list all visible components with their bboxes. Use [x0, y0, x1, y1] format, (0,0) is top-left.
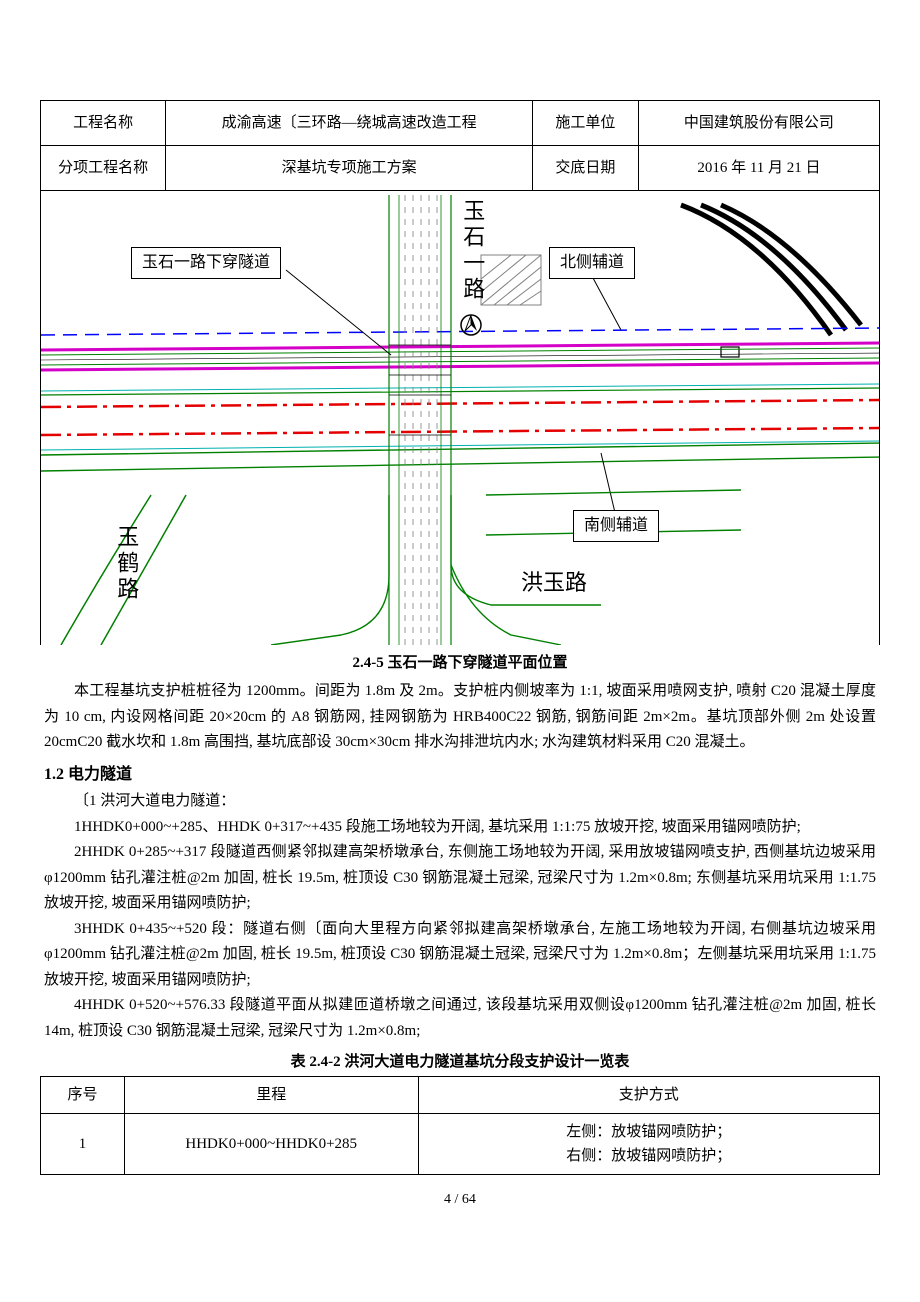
th-mileage: 里程	[124, 1077, 418, 1114]
unit-name: 中国建筑股份有限公司	[638, 101, 879, 146]
project-name-label: 工程名称	[41, 101, 166, 146]
cell-method-right: 右侧：放坡锚网喷防护；	[427, 1144, 871, 1168]
table-caption: 表 2.4-2 洪河大道电力隧道基坑分段支护设计一览表	[40, 1050, 880, 1074]
date-label: 交底日期	[532, 146, 638, 191]
para-1: 本工程基坑支护桩桩径为 1200mm。间距为 1.8m 及 2m。支护桩内侧坡率…	[44, 679, 876, 756]
project-name: 成渝高速〔三环路—绕城高速改造工程	[166, 101, 532, 146]
unit-label: 施工单位	[532, 101, 638, 146]
para-6: 4HHDK 0+520~+576.33 段隧道平面从拟建匝道桥墩之间通过, 该段…	[44, 993, 876, 1044]
yushi-road-text: 玉石一路	[455, 199, 490, 303]
north-aux-label-box: 北侧辅道	[549, 247, 635, 279]
hongyu-road-text: 洪玉路	[521, 565, 587, 600]
diagram-container: 玉石一路下穿隧道 北侧辅道 南侧辅道 玉石一路 玉鹤路 洪玉路	[40, 191, 880, 645]
table-row: 1 HHDK0+000~HHDK0+285 左侧：放坡锚网喷防护； 右侧：放坡锚…	[41, 1114, 880, 1175]
para-2: 〔1 洪河大道电力隧道：	[44, 789, 876, 815]
south-aux-label-box: 南侧辅道	[573, 510, 659, 542]
cell-no: 1	[41, 1114, 125, 1175]
tunnel-label-box: 玉石一路下穿隧道	[131, 247, 281, 279]
cell-mileage: HHDK0+000~HHDK0+285	[124, 1114, 418, 1175]
th-method: 支护方式	[418, 1077, 879, 1114]
yuhe-road-text: 玉鹤路	[109, 525, 144, 603]
diagram-caption: 2.4-5 玉石一路下穿隧道平面位置	[40, 651, 880, 675]
subproject-label: 分项工程名称	[41, 146, 166, 191]
tunnel-plan-diagram: 玉石一路下穿隧道 北侧辅道 南侧辅道 玉石一路 玉鹤路 洪玉路	[41, 195, 879, 645]
date-value: 2016 年 11 月 21 日	[638, 146, 879, 191]
para-3: 1HHDK0+000~+285、HHDK 0+317~+435 段施工场地较为开…	[44, 815, 876, 841]
para-4: 2HHDK 0+285~+317 段隧道西侧紧邻拟建高架桥墩承台, 东侧施工场地…	[44, 840, 876, 917]
project-header-table: 工程名称 成渝高速〔三环路—绕城高速改造工程 施工单位 中国建筑股份有限公司 分…	[40, 100, 880, 191]
cell-method: 左侧：放坡锚网喷防护； 右侧：放坡锚网喷防护；	[418, 1114, 879, 1175]
page-footer: 4 / 64	[40, 1189, 880, 1211]
section-heading: 1.2 电力隧道	[44, 762, 876, 788]
subproject-name: 深基坑专项施工方案	[166, 146, 532, 191]
cell-method-left: 左侧：放坡锚网喷防护；	[427, 1120, 871, 1144]
th-no: 序号	[41, 1077, 125, 1114]
support-design-table: 序号 里程 支护方式 1 HHDK0+000~HHDK0+285 左侧：放坡锚网…	[40, 1076, 880, 1175]
para-5: 3HHDK 0+435~+520 段：隧道右侧〔面向大里程方向紧邻拟建高架桥墩承…	[44, 917, 876, 994]
